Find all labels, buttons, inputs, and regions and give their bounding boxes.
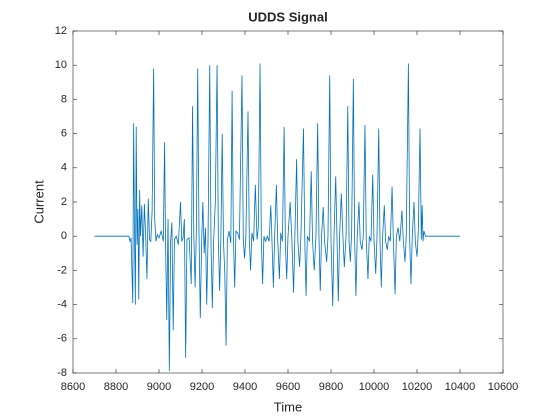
x-tick-label: 9200 — [190, 381, 214, 393]
y-tick-label: 12 — [55, 25, 67, 37]
y-tick-label: 4 — [61, 162, 67, 174]
x-axis-label: Time — [274, 399, 302, 414]
x-tick-label: 9600 — [276, 381, 300, 393]
y-tick-label: 10 — [55, 59, 67, 71]
x-tick-label: 8800 — [104, 381, 128, 393]
x-tick-label: 10400 — [445, 381, 476, 393]
y-tick-label: -6 — [57, 333, 67, 345]
x-tick-label: 9800 — [319, 381, 343, 393]
y-tick-label: -4 — [57, 299, 67, 311]
y-axis-label: Current — [31, 180, 46, 224]
x-tick-label: 10200 — [402, 381, 433, 393]
x-tick-label: 8600 — [61, 381, 85, 393]
chart-title: UDDS Signal — [248, 9, 327, 24]
y-tick-label: 8 — [61, 93, 67, 105]
signal-line — [94, 63, 460, 372]
x-tick-label: 10600 — [488, 381, 519, 393]
x-tick-label: 10000 — [359, 381, 390, 393]
y-tick-label: -2 — [57, 264, 67, 276]
x-tick-label: 9400 — [233, 381, 257, 393]
y-tick-label: 0 — [61, 230, 67, 242]
y-tick-label: -8 — [57, 367, 67, 379]
x-tick-label: 9000 — [147, 381, 171, 393]
axes-box — [72, 30, 504, 374]
y-tick-label: 6 — [61, 128, 67, 140]
y-tick-label: 2 — [61, 196, 67, 208]
